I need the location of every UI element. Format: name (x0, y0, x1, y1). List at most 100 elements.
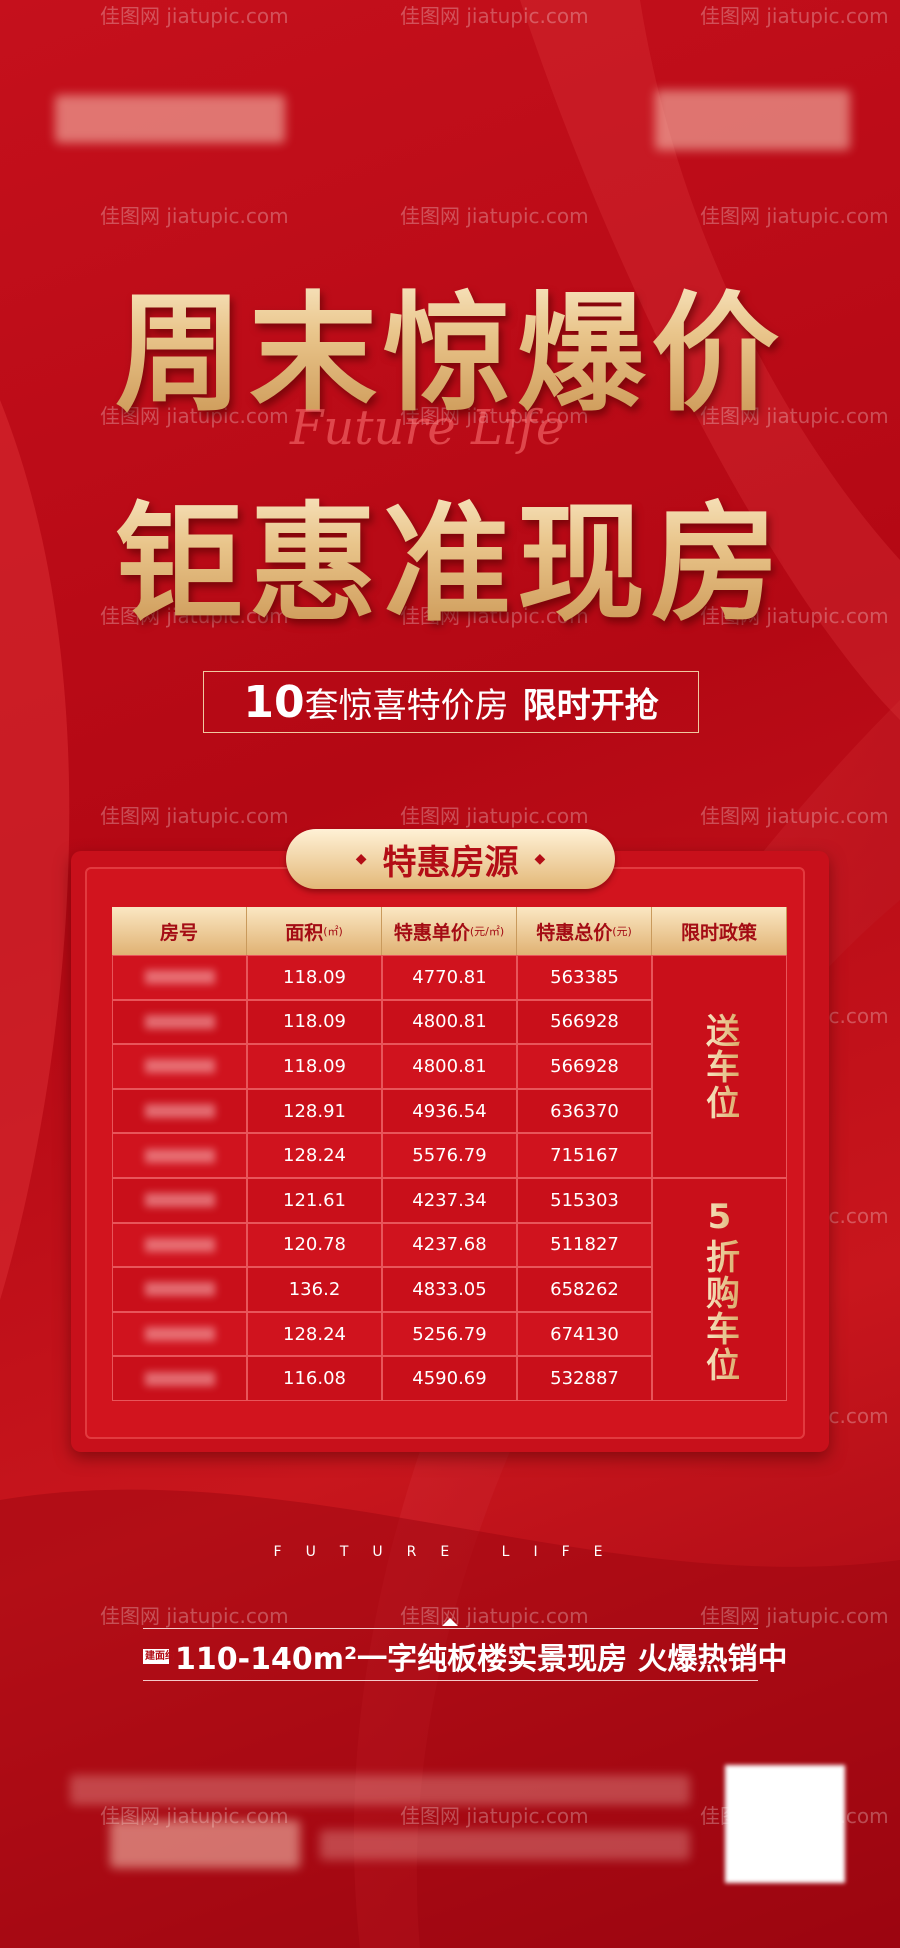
table-cell: 636370 (517, 1088, 652, 1134)
table-cell: 4770.81 (382, 955, 517, 1000)
table-cell: 674130 (517, 1311, 652, 1357)
table-cell: 4936.54 (382, 1088, 517, 1134)
header-text: 特惠总价 (536, 921, 613, 944)
table-cell (112, 1178, 247, 1223)
watermark: 佳图网 jiatupic.com (100, 204, 289, 228)
header-cell: 面积 (㎡) (247, 907, 382, 955)
watermark: 佳图网 jiatupic.com (100, 600, 289, 629)
watermark: 佳图网 jiatupic.com (400, 1604, 589, 1628)
contact-blurred (70, 1775, 690, 1805)
cell-value: 4800.81 (412, 1055, 487, 1077)
watermark: 佳图网 jiatupic.com (400, 1804, 589, 1828)
policy-text: 5折购车位 (699, 1196, 740, 1383)
room-number-blurred (144, 1237, 215, 1252)
table-cell (112, 955, 247, 1000)
table-cell (112, 1044, 247, 1089)
cell-value: 128.24 (283, 1145, 346, 1167)
table-cell: 120.78 (247, 1222, 382, 1268)
watermark: 佳图网 jiatupic.com (400, 804, 589, 828)
table-cell: 4590.69 (382, 1356, 517, 1401)
table-cell: 128.91 (247, 1088, 382, 1134)
cell-value: 511827 (550, 1234, 619, 1256)
table-cell: 563385 (517, 955, 652, 1000)
cell-value: 4936.54 (412, 1100, 487, 1122)
table-cell: 715167 (517, 1133, 652, 1178)
room-number-blurred (144, 1371, 215, 1386)
watermark: 佳图网 jiatupic.com (400, 600, 589, 629)
room-number-blurred (144, 970, 215, 985)
header-unit: (元) (612, 925, 632, 938)
cell-value: 118.09 (283, 966, 346, 988)
room-number-blurred (144, 1193, 215, 1208)
tagline: FUTURE LIFE (273, 1544, 627, 1560)
script-text: Future Life (290, 400, 565, 456)
cell-value: 128.24 (283, 1323, 346, 1345)
watermark: 佳图网 jiatupic.com (400, 4, 589, 28)
table-cell: 532887 (517, 1356, 652, 1401)
table-cell: 118.09 (247, 1044, 382, 1089)
cell-value: 121.61 (283, 1189, 346, 1211)
divider (143, 1680, 758, 1681)
watermark: 佳图网 jiatupic.com (100, 804, 289, 828)
cell-value: 566928 (550, 1011, 619, 1033)
table-cell: 4800.81 (382, 999, 517, 1045)
cell-value: 515303 (550, 1189, 619, 1211)
cell-value: 4770.81 (412, 966, 487, 988)
table-cell: 118.09 (247, 955, 382, 1000)
cell-value: 4590.69 (412, 1368, 487, 1390)
watermark: 佳图网 jiatupic.com (700, 804, 889, 828)
table-cell: 566928 (517, 999, 652, 1045)
table-cell: 4237.34 (382, 1178, 517, 1223)
table-cell: 566928 (517, 1044, 652, 1089)
cell-value: 563385 (550, 966, 619, 988)
address-blurred (320, 1830, 690, 1860)
watermark: 佳图网 jiatupic.com (700, 600, 889, 629)
table-cell (112, 1222, 247, 1268)
headline-line1: 周末惊爆价 (0, 250, 900, 435)
table-cell (112, 1356, 247, 1401)
cell-value: 136.2 (288, 1278, 341, 1300)
table-cell (112, 1267, 247, 1312)
watermark: 佳图网 jiatupic.com (100, 1604, 289, 1628)
badge-highlight: 限时开抢 (522, 685, 659, 726)
table-cell (112, 1133, 247, 1178)
header-cell: 特惠总价 (元) (517, 907, 652, 955)
room-number-blurred (144, 1014, 215, 1029)
table-cell (112, 1088, 247, 1134)
watermark: 佳图网 jiatupic.com (700, 204, 889, 228)
room-number-blurred (144, 1327, 215, 1342)
cell-value: 636370 (550, 1100, 619, 1122)
cell-value: 120.78 (283, 1234, 346, 1256)
room-number-blurred (144, 1282, 215, 1297)
badge: 10 套惊喜特价房 限时开抢 (203, 671, 699, 733)
policy-cell: 送车位 (652, 955, 787, 1178)
table-cell: 4237.68 (382, 1222, 517, 1268)
cell-value: 4833.05 (412, 1278, 487, 1300)
header-text: 特惠单价 (393, 921, 470, 944)
decor: ◆ (534, 851, 546, 867)
cell-value: 116.08 (283, 1368, 346, 1390)
watermark: 佳图网 jiatupic.com (700, 4, 889, 28)
badge-count: 10 (243, 676, 305, 728)
cell-value: 674130 (550, 1323, 619, 1345)
phone-blurred (110, 1820, 300, 1868)
watermark: 佳图网 jiatupic.com (100, 400, 289, 429)
table-cell: 128.24 (247, 1133, 382, 1178)
divider-arrow (442, 1618, 458, 1626)
table-cell: 658262 (517, 1267, 652, 1312)
table-cell: 5576.79 (382, 1133, 517, 1178)
header-unit: (元/㎡) (469, 925, 505, 938)
table-cell: 511827 (517, 1222, 652, 1268)
watermark: 佳图网 jiatupic.com (700, 400, 889, 429)
area-label: 建面约 (143, 1648, 175, 1664)
cell-value: 128.91 (283, 1100, 346, 1122)
slogan-row: 建面约 110-140m²一字纯板楼实景现房 火爆热销中 (143, 1636, 788, 1677)
event-logo-blurred (655, 90, 850, 150)
table-cell: 128.24 (247, 1311, 382, 1357)
table-cell (112, 1311, 247, 1357)
header-unit: (㎡) (323, 925, 343, 938)
header-text: 限时政策 (680, 921, 757, 944)
table-cell: 116.08 (247, 1356, 382, 1401)
watermark: 佳图网 jiatupic.com (100, 4, 289, 28)
cell-value: 4237.34 (412, 1189, 487, 1211)
